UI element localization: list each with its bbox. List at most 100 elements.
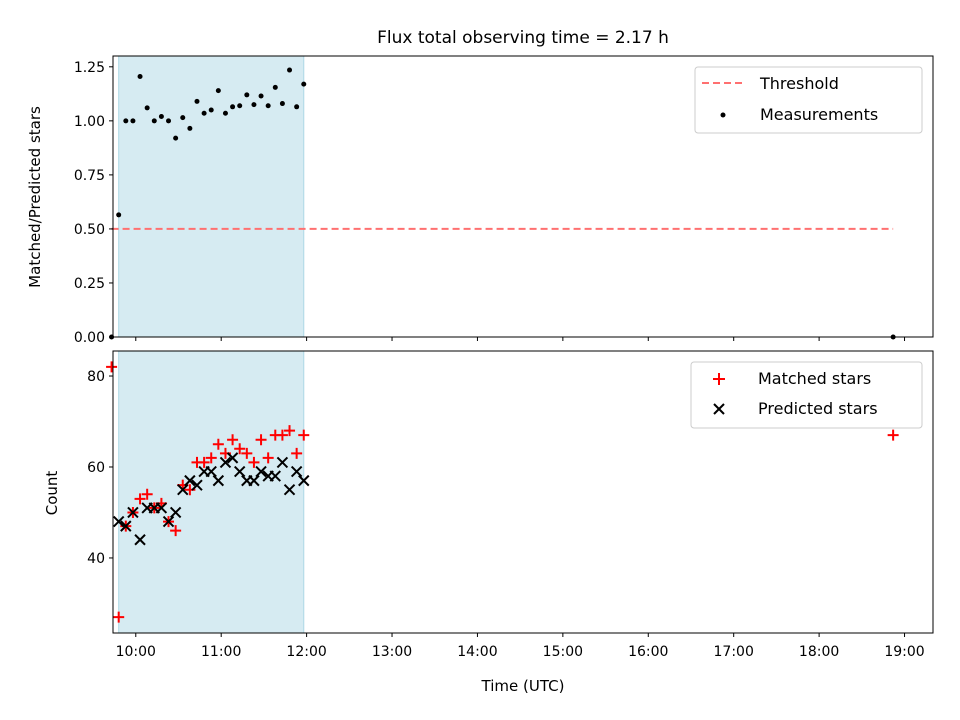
top-y-tick-label: 0.25 [74, 276, 105, 292]
bottom-shaded-span [118, 350, 305, 634]
x-tick-label: 12:00 [286, 644, 326, 660]
measurement-point [130, 118, 136, 124]
chart-title: Flux total observing time = 2.17 h [377, 28, 669, 48]
measurement-point [116, 212, 122, 218]
bottom-y-tick-label: 40 [87, 551, 105, 567]
measurement-point [294, 104, 300, 110]
predicted-star-point [127, 506, 139, 519]
measurement-point [201, 110, 207, 116]
measurement-point [187, 125, 193, 131]
matched-star-point [298, 429, 310, 441]
bottom-y-axis: 40 60 80 [87, 369, 113, 567]
matched-star-point [212, 438, 224, 450]
matched-star-point [198, 456, 210, 468]
predicted-star-point [112, 515, 125, 528]
top-y-tick-label: 0.00 [74, 330, 105, 346]
top-axes-frame [112, 55, 934, 338]
predicted-star-point [162, 515, 175, 528]
bottom-y-axis-label: Count [43, 471, 61, 516]
bottom-x-axis: 10:00 11:00 12:00 13:00 14:00 15:00 16:00 17:00… [116, 633, 925, 660]
legend-measurement-swatch [720, 112, 726, 118]
top-y-tick-label: 1.00 [74, 114, 105, 130]
legend-matched-swatch [713, 373, 725, 385]
bottom-panel: 40 60 80 10:00 11:00 12:00 13:00 14:00 15:00 16:… [43, 350, 934, 695]
matched-star-point [227, 434, 239, 446]
matched-star-point [241, 447, 253, 459]
top-measurement-points [109, 67, 896, 340]
predicted-star-point [276, 456, 289, 469]
predicted-star-point [283, 484, 296, 496]
predicted-star-point [226, 452, 239, 464]
predicted-star-point [269, 470, 281, 482]
x-tick-label: 17:00 [714, 644, 754, 660]
top-panel: 0.00 0.25 0.50 0.75 1.00 1.25 Matched/Predict… [26, 55, 934, 346]
matched-star-point [276, 429, 288, 441]
measurement-point [151, 118, 157, 124]
predicted-star-point [290, 465, 303, 478]
measurement-point [279, 101, 285, 107]
x-axis-label: Time (UTC) [481, 677, 565, 695]
predicted-star-point [169, 506, 182, 519]
x-tick-label: 15:00 [543, 644, 583, 660]
top-y-tick-label: 0.50 [74, 222, 105, 238]
matched-star-point [113, 611, 125, 623]
top-y-tick-label: 0.75 [74, 168, 105, 184]
matched-star-point [291, 447, 303, 459]
predicted-star-point [219, 456, 232, 469]
predicted-star-point [205, 465, 217, 478]
bottom-y-tick-label: 60 [87, 460, 105, 476]
measurement-point [237, 103, 243, 109]
matched-star-point [134, 493, 146, 505]
top-shaded-span-group [118, 55, 305, 338]
x-tick-label: 10:00 [116, 644, 156, 660]
measurement-point [137, 74, 143, 80]
measurement-point [215, 88, 221, 94]
legend-predicted-label: Predicted stars [758, 399, 878, 418]
bottom-axes-frame [112, 350, 934, 634]
matched-star-point [255, 434, 267, 446]
legend-measurement-label: Measurements [760, 105, 878, 124]
predicted-star-point [233, 465, 246, 478]
matched-star-point [106, 361, 118, 373]
matched-star-point [262, 452, 274, 464]
measurement-point [194, 98, 200, 104]
measurement-point [166, 118, 172, 124]
matched-star-point [141, 488, 153, 500]
measurement-point [173, 135, 179, 141]
x-tick-label: 11:00 [201, 644, 241, 660]
top-shaded-span [118, 55, 305, 338]
predicted-star-point [134, 534, 146, 546]
measurement-point [258, 93, 264, 99]
matched-star-point [887, 429, 899, 441]
x-tick-label: 14:00 [457, 644, 497, 660]
predicted-star-point [248, 474, 260, 487]
measurement-point [287, 67, 293, 73]
measurement-point [265, 103, 271, 109]
top-y-tick-label: 1.25 [74, 60, 105, 76]
legend-matched-label: Matched stars [758, 369, 871, 388]
x-tick-label: 18:00 [799, 644, 839, 660]
bottom-predicted-points [112, 452, 310, 546]
measurement-point [301, 81, 307, 87]
predicted-star-point [298, 474, 310, 487]
measurement-point [180, 115, 186, 121]
predicted-star-point [120, 520, 132, 532]
matched-star-point [248, 456, 260, 468]
predicted-star-point [191, 479, 203, 491]
measurement-point [272, 84, 278, 90]
matched-star-point [205, 452, 217, 464]
measurement-point [251, 102, 257, 108]
measurement-point [158, 114, 164, 120]
predicted-star-point [155, 502, 168, 514]
measurement-point [208, 107, 214, 113]
bottom-shaded-span-group [118, 350, 305, 634]
bottom-legend: Matched stars Predicted stars [690, 361, 923, 429]
legend-threshold-label: Threshold [759, 74, 839, 93]
predicted-star-point [177, 484, 189, 496]
measurement-point [244, 92, 250, 98]
top-legend-box [694, 66, 923, 134]
matched-star-point [284, 425, 296, 437]
measurement-point [230, 104, 236, 110]
matched-star-point [170, 525, 182, 537]
